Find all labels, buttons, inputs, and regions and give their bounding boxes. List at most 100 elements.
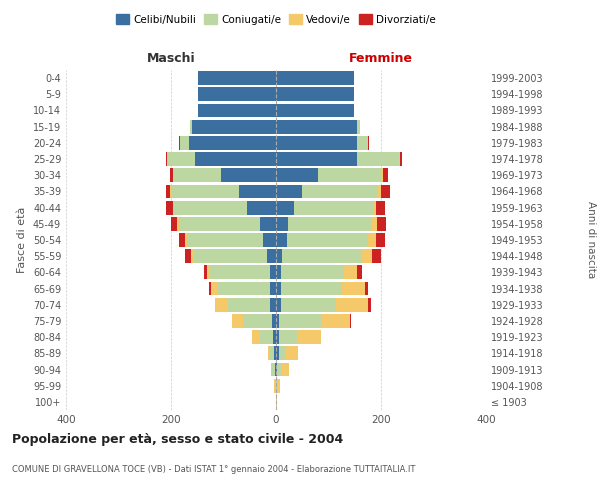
Bar — [368, 233, 376, 247]
Bar — [276, 120, 358, 134]
Text: COMUNE DI GRAVELLONA TOCE (VB) - Dati ISTAT 1° gennaio 2004 - Elaborazione TUTTA: COMUNE DI GRAVELLONA TOCE (VB) - Dati IS… — [12, 466, 415, 474]
Bar — [173, 200, 247, 214]
Bar — [379, 184, 381, 198]
Bar — [270, 282, 276, 296]
Bar — [247, 200, 276, 214]
Bar — [166, 200, 173, 214]
Bar — [179, 233, 185, 247]
Bar — [278, 346, 285, 360]
Bar — [179, 217, 260, 230]
Bar — [185, 250, 191, 263]
Bar — [169, 152, 194, 166]
Text: Femmine: Femmine — [349, 52, 413, 65]
Bar — [170, 184, 171, 198]
Bar — [276, 88, 354, 101]
Bar — [276, 233, 287, 247]
Y-axis label: Fasce di età: Fasce di età — [17, 207, 27, 273]
Bar — [272, 314, 276, 328]
Bar — [167, 152, 169, 166]
Bar — [170, 168, 173, 182]
Bar — [268, 346, 270, 360]
Bar — [179, 136, 180, 149]
Bar — [276, 71, 354, 85]
Bar — [276, 346, 278, 360]
Bar — [260, 330, 274, 344]
Bar — [187, 233, 263, 247]
Bar — [373, 200, 376, 214]
Bar — [276, 362, 277, 376]
Bar — [198, 104, 276, 118]
Bar — [194, 152, 276, 166]
Bar — [209, 282, 211, 296]
Bar — [215, 298, 228, 312]
Bar — [193, 250, 266, 263]
Bar — [276, 314, 278, 328]
Bar — [260, 217, 276, 230]
Bar — [276, 136, 358, 149]
Bar — [191, 250, 193, 263]
Bar — [276, 104, 354, 118]
Bar — [206, 266, 209, 280]
Bar — [166, 184, 170, 198]
Bar — [344, 266, 358, 280]
Bar — [192, 120, 276, 134]
Bar — [276, 266, 281, 280]
Text: Anni di nascita: Anni di nascita — [586, 202, 596, 278]
Bar — [171, 184, 239, 198]
Bar — [180, 136, 190, 149]
Bar — [381, 184, 391, 198]
Bar — [297, 330, 320, 344]
Bar — [376, 233, 385, 247]
Bar — [285, 346, 298, 360]
Bar — [377, 217, 386, 230]
Bar — [277, 379, 280, 392]
Bar — [278, 330, 297, 344]
Bar — [276, 168, 318, 182]
Bar — [270, 346, 274, 360]
Bar — [221, 168, 276, 182]
Bar — [276, 379, 277, 392]
Bar — [198, 71, 276, 85]
Bar — [281, 298, 337, 312]
Bar — [198, 88, 276, 101]
Bar — [283, 250, 361, 263]
Bar — [253, 330, 260, 344]
Bar — [243, 314, 272, 328]
Bar — [278, 314, 320, 328]
Bar — [275, 379, 276, 392]
Bar — [371, 217, 377, 230]
Bar — [275, 362, 276, 376]
Bar — [287, 217, 371, 230]
Bar — [276, 200, 295, 214]
Legend: Celibi/Nubili, Coniugati/e, Vedovi/e, Divorziati/e: Celibi/Nubili, Coniugati/e, Vedovi/e, Di… — [112, 10, 440, 29]
Bar — [302, 184, 379, 198]
Bar — [171, 217, 178, 230]
Bar — [277, 362, 281, 376]
Bar — [276, 330, 278, 344]
Text: Popolazione per età, sesso e stato civile - 2004: Popolazione per età, sesso e stato civil… — [12, 432, 343, 446]
Bar — [341, 282, 365, 296]
Bar — [239, 184, 276, 198]
Bar — [358, 136, 368, 149]
Bar — [276, 184, 302, 198]
Bar — [272, 362, 275, 376]
Bar — [295, 200, 373, 214]
Bar — [400, 152, 402, 166]
Bar — [190, 136, 276, 149]
Bar — [276, 298, 281, 312]
Bar — [281, 362, 289, 376]
Bar — [358, 152, 400, 166]
Bar — [178, 217, 179, 230]
Bar — [166, 152, 167, 166]
Bar — [349, 314, 350, 328]
Bar — [358, 266, 362, 280]
Bar — [371, 250, 381, 263]
Bar — [320, 314, 349, 328]
Bar — [276, 282, 281, 296]
Bar — [209, 266, 270, 280]
Bar — [281, 282, 341, 296]
Bar — [276, 217, 287, 230]
Bar — [361, 250, 371, 263]
Bar — [368, 136, 369, 149]
Bar — [318, 168, 381, 182]
